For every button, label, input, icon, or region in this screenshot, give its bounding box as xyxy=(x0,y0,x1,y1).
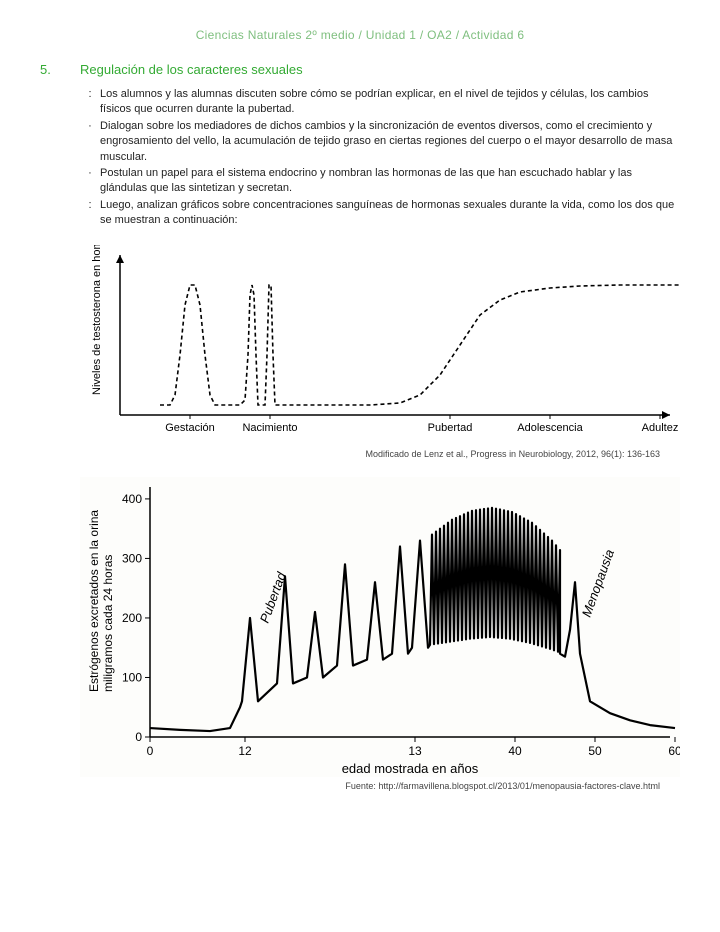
testosterone-chart: Niveles de testosterona en hombres Gestac… xyxy=(80,245,680,445)
section-title: Regulación de los caracteres sexuales xyxy=(80,62,303,77)
svg-text:edad mostrada en años: edad mostrada en años xyxy=(342,761,479,776)
bullet-text: Los alumnos y las alumnas discuten sobre… xyxy=(100,87,680,118)
chart-svg: Niveles de testosterona en hombres Gestac… xyxy=(80,245,680,445)
svg-text:miligramos cada 24 horas: miligramos cada 24 horas xyxy=(101,554,115,691)
svg-text:400: 400 xyxy=(122,491,142,505)
svg-text:Gestación: Gestación xyxy=(165,422,215,434)
svg-text:Niveles de testosterona en hom: Niveles de testosterona en hombres xyxy=(91,245,103,395)
page-header: Ciencias Naturales 2º medio / Unidad 1 /… xyxy=(40,28,680,42)
svg-text:200: 200 xyxy=(122,610,142,624)
svg-text:40: 40 xyxy=(508,744,522,758)
bullet-marker: · xyxy=(80,119,100,165)
svg-text:13: 13 xyxy=(408,744,422,758)
bullet-list: : Los alumnos y las alumnas discuten sob… xyxy=(80,87,680,229)
bullet-text: Dialogan sobre los mediadores de dichos … xyxy=(100,119,680,165)
svg-text:Adolescencia: Adolescencia xyxy=(517,422,583,434)
bullet-marker: : xyxy=(80,198,100,229)
svg-text:Adultez: Adultez xyxy=(642,422,679,434)
bullet-marker: · xyxy=(80,166,100,197)
svg-text:0: 0 xyxy=(147,744,154,758)
bullet-text: Luego, analizan gráficos sobre concentra… xyxy=(100,198,680,229)
list-item: · Postulan un papel para el sistema endo… xyxy=(80,166,680,197)
svg-text:100: 100 xyxy=(122,670,142,684)
svg-text:12: 12 xyxy=(238,744,252,758)
bullet-text: Postulan un papel para el sistema endocr… xyxy=(100,166,680,197)
chart1-citation: Modificado de Lenz et al., Progress in N… xyxy=(40,449,660,459)
svg-text:300: 300 xyxy=(122,551,142,565)
svg-text:60: 60 xyxy=(668,744,680,758)
svg-text:50: 50 xyxy=(588,744,602,758)
section-number: 5. xyxy=(40,62,80,77)
chart-svg: 0 100 200 300 400 0 12 13 40 50 60 edad mostrada en… xyxy=(80,477,680,777)
svg-text:Pubertad: Pubertad xyxy=(428,422,473,434)
bullet-marker: : xyxy=(80,87,100,118)
list-item: : Luego, analizan gráficos sobre concent… xyxy=(80,198,680,229)
svg-text:0: 0 xyxy=(135,730,142,744)
section-heading: 5. Regulación de los caracteres sexuales xyxy=(40,62,680,77)
svg-text:Nacimiento: Nacimiento xyxy=(242,422,297,434)
chart2-citation: Fuente: http://farmavillena.blogspot.cl/… xyxy=(40,781,660,791)
svg-text:Estrógenos excretados en la or: Estrógenos excretados en la orina xyxy=(87,509,101,691)
list-item: : Los alumnos y las alumnas discuten sob… xyxy=(80,87,680,118)
estrogen-chart: 0 100 200 300 400 0 12 13 40 50 60 edad mostrada en… xyxy=(80,477,680,777)
list-item: · Dialogan sobre los mediadores de dicho… xyxy=(80,119,680,165)
